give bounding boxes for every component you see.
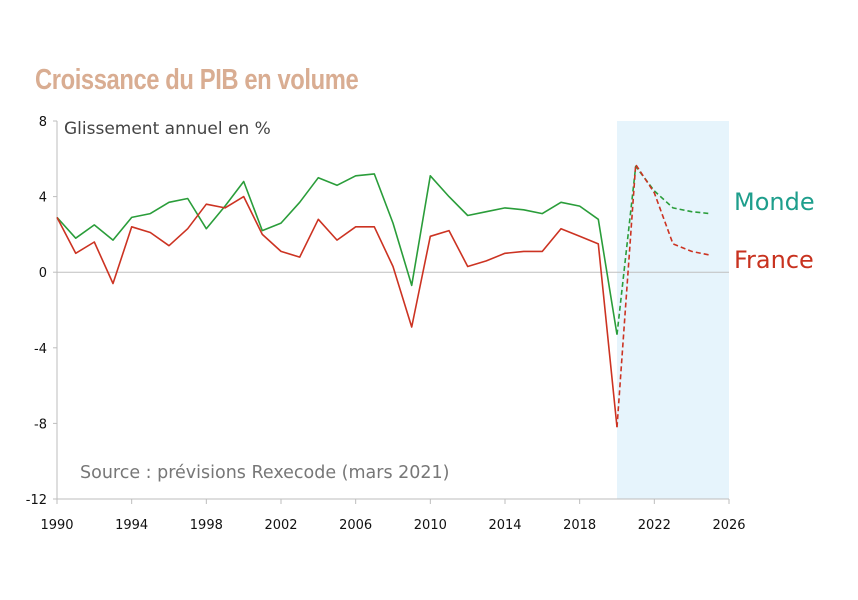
series-label-france: France [734,246,814,274]
forecast-shaded-region [617,121,729,499]
chart-title: Croissance du PIB en volume [35,64,359,96]
series-forecast-line-monde [616,165,711,335]
x-tick-label: 2002 [264,518,297,533]
series-line-monde [56,173,618,335]
x-tick-label: 1998 [190,518,223,533]
series-line-france [56,195,618,428]
x-tick-label: 2026 [712,518,745,533]
y-tick-label: -8 [34,417,47,432]
y-tick-label: -12 [26,493,47,508]
axes: 8 4 0 -4 -8 -12 1990 1994 1998 2002 2006 2010 2014 20… [26,115,746,533]
x-tick-label: 2006 [339,518,372,533]
series-label-monde: Monde [734,188,815,216]
y-tick-label: 8 [39,115,47,130]
x-tick-label: 1990 [40,518,73,533]
x-tick-label: 2022 [638,518,671,533]
x-tick-label: 2010 [414,518,447,533]
series-layer [56,163,711,428]
y-axis-label: Glissement annuel en % [64,119,271,139]
y-tick-label: 4 [39,191,47,206]
y-tick-label: -4 [34,342,47,357]
x-tick-label: 2014 [488,518,521,533]
x-tick-label: 2018 [563,518,596,533]
series-forecast-line-france [616,163,711,428]
x-tick-label: 1994 [115,518,148,533]
y-tick-label: 0 [39,266,47,281]
source-note: Source : prévisions Rexecode (mars 2021) [80,463,450,483]
